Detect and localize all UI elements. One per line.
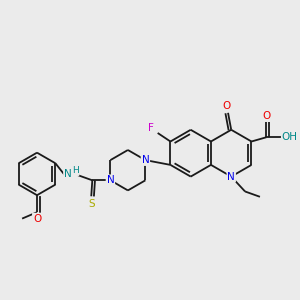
Text: F: F bbox=[148, 123, 154, 133]
Text: H: H bbox=[72, 166, 79, 175]
Text: N: N bbox=[64, 169, 72, 179]
Text: N: N bbox=[106, 175, 114, 185]
Text: N: N bbox=[227, 172, 235, 182]
Text: S: S bbox=[88, 199, 94, 209]
Text: O: O bbox=[33, 214, 41, 224]
Text: O: O bbox=[262, 111, 271, 121]
Text: O: O bbox=[223, 101, 231, 111]
Text: OH: OH bbox=[282, 132, 298, 142]
Text: N: N bbox=[142, 155, 149, 165]
